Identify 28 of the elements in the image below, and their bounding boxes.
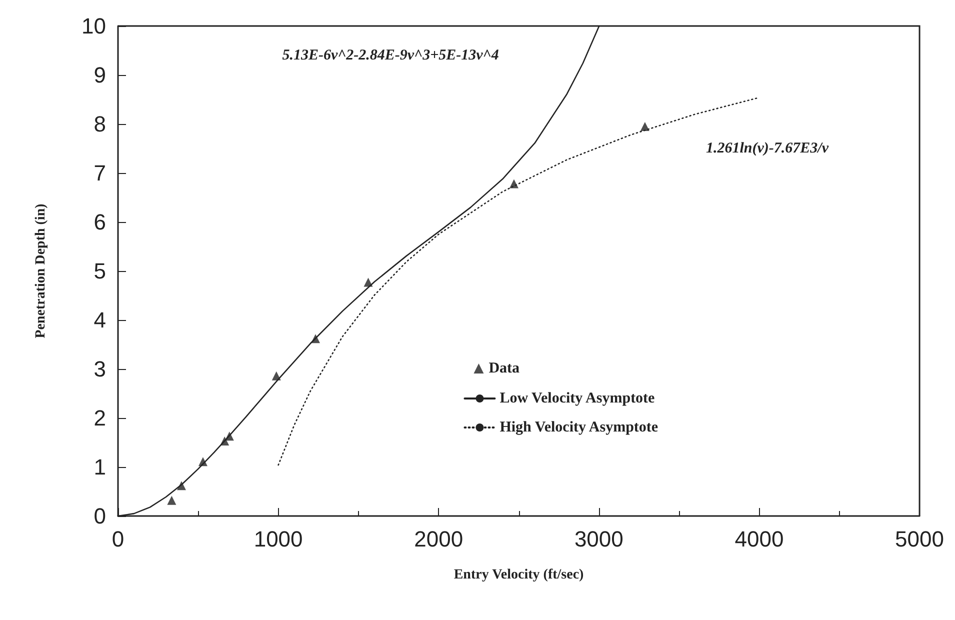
y-tick-label: 2 [94, 406, 106, 430]
y-tick-label: 8 [94, 112, 106, 136]
x-tick-label: 4000 [734, 526, 784, 552]
y-tick-label: 3 [94, 356, 106, 382]
annotation: 5.13E-6v^2-2.84E-9v^3+5E-13v^4 [282, 47, 500, 64]
x-tick-label: 5000 [895, 526, 944, 552]
x-tick-label: 2000 [414, 526, 464, 552]
y-tick-label: 5 [94, 258, 106, 284]
point [364, 278, 373, 287]
annotation: 1.261ln(v)-7.67E3/v [706, 140, 829, 156]
y-tick-label: 1 [94, 454, 106, 480]
x-tick-label: 3000 [574, 526, 624, 552]
legend-label: Data [488, 360, 520, 376]
legend-label: High Velocity Asymptote [500, 420, 658, 436]
y-tick-label: 4 [94, 308, 106, 332]
point [272, 371, 281, 380]
y-tick-label: 0 [94, 504, 106, 528]
y-tick-label: 6 [94, 210, 106, 234]
point [509, 179, 518, 188]
y-axis-title: Penetration Depth (in) [34, 203, 48, 338]
x-tick-label: 1000 [254, 526, 303, 552]
point [167, 496, 176, 505]
legend-label: Low Velocity Asymptote [500, 390, 656, 406]
y-tick-label: 7 [94, 160, 106, 186]
x-axis-title: Entry Velocity (ft/sec) [454, 568, 584, 582]
x-tick-label: 0 [112, 526, 124, 552]
y-tick-label: 9 [94, 62, 106, 88]
y-tick-label: 10 [82, 14, 106, 38]
